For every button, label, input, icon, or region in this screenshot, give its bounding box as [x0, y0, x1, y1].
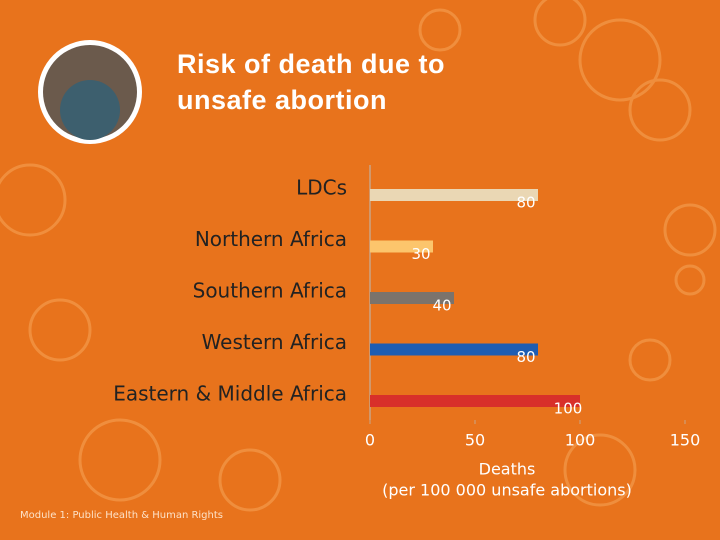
footer: Module 1: Public Health & Human Rights: [20, 510, 224, 521]
bar: [370, 292, 454, 304]
x-tick-label: 50: [465, 431, 485, 450]
data-label: 40: [432, 297, 451, 315]
x-tick-label: 150: [670, 431, 701, 450]
data-label: 30: [411, 245, 430, 263]
x-axis-label: (per 100 000 unsafe abortions): [382, 481, 632, 500]
bar: [370, 189, 538, 201]
data-label: 100: [554, 400, 583, 418]
y-tick-label: Eastern & Middle Africa: [113, 382, 347, 406]
slide-title: Risk of death due to unsafe abortion: [177, 49, 446, 115]
y-tick-label: Northern Africa: [195, 227, 347, 251]
y-tick-label: Southern Africa: [193, 279, 347, 303]
bar: [370, 240, 433, 253]
y-tick-label: Western Africa: [202, 330, 347, 354]
x-axis-label: Deaths: [479, 460, 536, 479]
y-tick-label: LDCs: [296, 176, 347, 200]
bar: [370, 395, 580, 407]
x-tick-label: 100: [565, 431, 596, 450]
x-tick-label: 0: [365, 431, 375, 450]
photo: [60, 80, 120, 140]
decoration: [0, 0, 717, 512]
bar: [370, 343, 538, 356]
data-label: 80: [516, 348, 535, 366]
data-label: 80: [516, 194, 535, 212]
